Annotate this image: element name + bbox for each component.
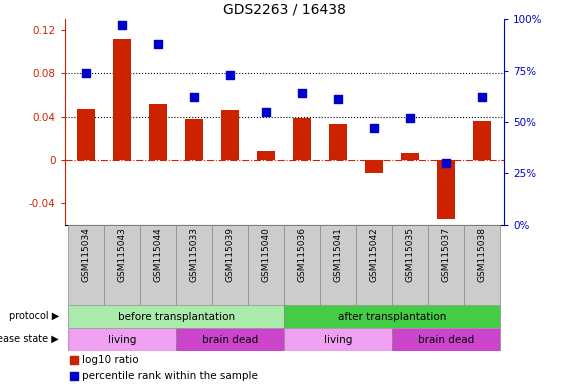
Text: GSM115040: GSM115040 bbox=[262, 227, 271, 282]
Text: before transplantation: before transplantation bbox=[118, 312, 235, 322]
Bar bbox=[320, 225, 356, 305]
Text: brain dead: brain dead bbox=[418, 335, 475, 345]
Bar bbox=[356, 225, 392, 305]
Text: GSM115037: GSM115037 bbox=[442, 227, 451, 282]
Bar bbox=[284, 328, 392, 351]
Text: GSM115038: GSM115038 bbox=[478, 227, 487, 282]
Bar bbox=[464, 225, 501, 305]
Point bbox=[370, 125, 379, 131]
Point bbox=[442, 160, 451, 166]
Bar bbox=[392, 225, 428, 305]
Text: living: living bbox=[324, 335, 352, 345]
Bar bbox=[68, 328, 176, 351]
Bar bbox=[248, 225, 284, 305]
Point bbox=[82, 70, 91, 76]
Text: protocol ▶: protocol ▶ bbox=[8, 311, 59, 321]
Bar bbox=[284, 225, 320, 305]
Bar bbox=[365, 160, 383, 173]
Bar bbox=[392, 328, 501, 351]
Text: living: living bbox=[108, 335, 136, 345]
Bar bbox=[329, 124, 347, 160]
Bar bbox=[113, 39, 131, 160]
Text: disease state ▶: disease state ▶ bbox=[0, 334, 59, 344]
Bar bbox=[176, 328, 284, 351]
Bar bbox=[68, 225, 104, 305]
Point bbox=[406, 115, 415, 121]
Title: GDS2263 / 16438: GDS2263 / 16438 bbox=[223, 3, 346, 17]
Point bbox=[298, 90, 307, 96]
Point bbox=[334, 96, 343, 103]
Text: brain dead: brain dead bbox=[202, 335, 258, 345]
Text: after transplantation: after transplantation bbox=[338, 312, 446, 322]
Text: GSM115042: GSM115042 bbox=[370, 227, 379, 282]
Bar bbox=[401, 153, 419, 160]
Bar bbox=[149, 104, 167, 160]
Text: GSM115041: GSM115041 bbox=[334, 227, 343, 282]
Text: GSM115039: GSM115039 bbox=[226, 227, 235, 282]
Text: percentile rank within the sample: percentile rank within the sample bbox=[82, 371, 258, 381]
Bar bbox=[473, 121, 491, 160]
Bar bbox=[104, 225, 140, 305]
Point bbox=[118, 22, 127, 28]
Text: GSM115035: GSM115035 bbox=[406, 227, 415, 282]
Point bbox=[226, 71, 235, 78]
Text: GSM115034: GSM115034 bbox=[82, 227, 91, 282]
Point bbox=[154, 41, 163, 47]
Point bbox=[262, 109, 271, 115]
Bar bbox=[68, 305, 284, 328]
Bar bbox=[284, 305, 501, 328]
Point bbox=[69, 373, 78, 379]
Bar bbox=[257, 151, 275, 160]
Bar bbox=[176, 225, 212, 305]
Bar bbox=[77, 109, 95, 160]
Bar bbox=[221, 110, 239, 160]
Bar bbox=[212, 225, 248, 305]
Point bbox=[190, 94, 199, 100]
Bar bbox=[428, 225, 464, 305]
Bar bbox=[185, 119, 203, 160]
Text: GSM115043: GSM115043 bbox=[118, 227, 127, 282]
Text: GSM115036: GSM115036 bbox=[298, 227, 307, 282]
Point bbox=[478, 94, 487, 100]
Bar bbox=[140, 225, 176, 305]
Bar bbox=[293, 118, 311, 160]
Text: GSM115044: GSM115044 bbox=[154, 227, 163, 282]
Text: GSM115033: GSM115033 bbox=[190, 227, 199, 282]
Bar bbox=[437, 160, 455, 219]
Text: log10 ratio: log10 ratio bbox=[82, 356, 139, 366]
Point bbox=[69, 358, 78, 364]
